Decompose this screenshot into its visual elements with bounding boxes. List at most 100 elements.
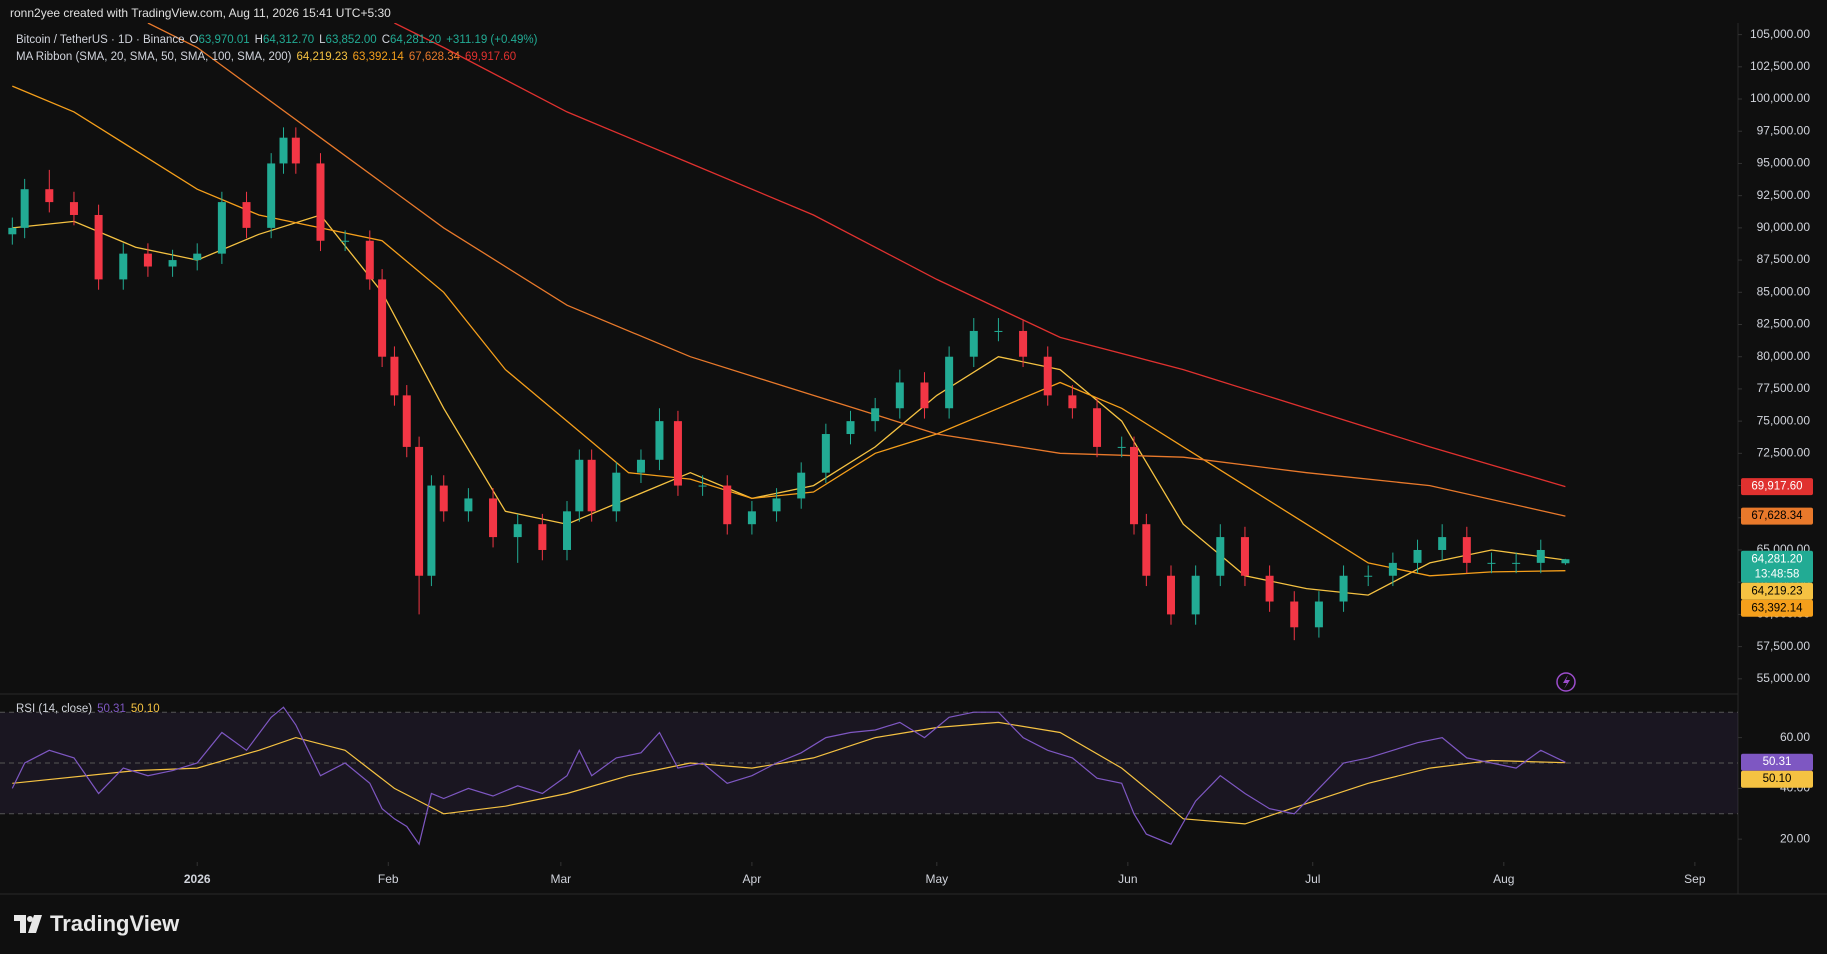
candle-body [846, 421, 855, 435]
candle-body [895, 382, 904, 409]
x-tick-label: Apr [743, 872, 762, 886]
alert-icon[interactable] [1556, 672, 1576, 692]
candle-body [8, 227, 17, 235]
candle-body [969, 330, 978, 357]
candle-body [1191, 575, 1200, 615]
price-badge [1741, 507, 1813, 525]
candle-body [575, 459, 584, 512]
x-tick-label: Jul [1305, 872, 1320, 886]
y-tick-label: 60.00 [1780, 730, 1810, 744]
ma-value: 67,628.34 [408, 51, 460, 63]
rsi-title[interactable]: RSI (14, close) [16, 703, 93, 715]
price-legend: Bitcoin / TetherUS · 1D · Binance O63,97… [16, 34, 537, 46]
candle-body [1043, 356, 1052, 396]
candle-body [1166, 575, 1175, 615]
candle-body [94, 214, 103, 280]
candle-body [402, 395, 411, 447]
x-tick-label: Mar [551, 872, 572, 886]
ohlc-item: O63,970.01 [190, 34, 250, 46]
rsi-value: 50.10 [130, 703, 160, 715]
candle-body [655, 421, 664, 460]
x-tick-label: Jun [1118, 872, 1137, 886]
x-tick-label: Sep [1684, 872, 1706, 886]
price-badge-label: 63,392.14 [1751, 602, 1803, 614]
ohlc-value: 63,852.00 [325, 34, 377, 46]
ohlc-letter: O [189, 34, 199, 46]
price-badge-label: 13:48:58 [1755, 568, 1800, 580]
candle-body [1216, 537, 1225, 576]
candle-body [1290, 601, 1299, 628]
y-tick-label: 85,000.00 [1757, 284, 1811, 298]
candle-body [1117, 446, 1126, 448]
candle-body [45, 189, 54, 203]
rsi-line [12, 721, 1566, 825]
candle-body [427, 485, 436, 576]
ohlc-value: 63,970.01 [198, 34, 250, 46]
y-tick-label: 95,000.00 [1757, 156, 1811, 170]
y-tick-label: 100,000.00 [1750, 91, 1810, 105]
price-pane [8, 23, 1570, 641]
candle-body [1364, 575, 1373, 577]
candle-body [920, 382, 929, 409]
candle-body [1130, 446, 1139, 525]
ma-line [147, 23, 1566, 517]
candle-body [1093, 408, 1102, 447]
y-tick-label: 57,500.00 [1757, 639, 1811, 653]
candle-body [341, 240, 350, 242]
candle-body [673, 421, 682, 486]
y-tick-label: 80,000.00 [1757, 349, 1811, 363]
rsi-line [11, 706, 1566, 846]
y-tick-label: 105,000.00 [1750, 27, 1810, 41]
symbol[interactable]: Bitcoin / TetherUS · 1D · Binance [16, 34, 185, 46]
candle-body [1142, 524, 1151, 576]
candle-body [489, 498, 498, 538]
candle-body [1561, 559, 1570, 564]
x-tick-label: Aug [1493, 872, 1514, 886]
y-tick-label: 55,000.00 [1757, 671, 1811, 685]
candle-body [994, 330, 1003, 332]
candle-body [698, 485, 707, 487]
candle-body [168, 260, 177, 267]
y-tick-label: 75,000.00 [1757, 413, 1811, 427]
candle-body [1068, 395, 1077, 409]
candle-body [1388, 562, 1397, 576]
alert-bolt [1563, 675, 1570, 689]
candle-body [821, 434, 830, 473]
candle-body [217, 202, 226, 254]
ohlc-value: 64,281.20 [390, 34, 442, 46]
price-badge [1741, 582, 1813, 600]
price-badge [1741, 478, 1813, 496]
ohlc-value: 64,312.70 [262, 34, 315, 46]
candle-body [1265, 575, 1274, 602]
candle-body [747, 511, 756, 525]
y-tick-label: 102,500.00 [1750, 59, 1810, 73]
candle-body [69, 202, 78, 215]
price-badge [1741, 753, 1813, 771]
candle-body [464, 498, 473, 512]
y-tick-label: 72,500.00 [1757, 446, 1811, 460]
rsi-value: 50.31 [97, 703, 126, 715]
candle-body [291, 137, 300, 164]
rsi-legend: RSI (14, close) 50.31 50.10 [16, 703, 160, 715]
ohlc-item: C64,281.20 [382, 34, 441, 46]
header: ronn2yee created with TradingView.com, A… [10, 6, 391, 20]
y-tick-label: 20.00 [1780, 831, 1810, 845]
x-tick-label: May [925, 872, 948, 886]
ma-title[interactable]: MA Ribbon (SMA, 20, SMA, 50, SMA, 100, S… [16, 51, 292, 63]
candle-body [267, 163, 276, 228]
y-tick-label: 77,500.00 [1757, 381, 1811, 395]
change: +311.19 (+0.49%) [446, 34, 538, 46]
candle-body [119, 253, 128, 280]
candle-body [1462, 537, 1471, 563]
y-tick-label: 90,000.00 [1757, 220, 1811, 234]
price-badge [1741, 599, 1813, 617]
x-tick-label: 2026 [184, 872, 211, 886]
x-tick-label: Feb [378, 872, 399, 886]
candle-body [279, 137, 288, 164]
ohlc-item: L63,852.00 [319, 34, 377, 46]
candle-body [1314, 601, 1323, 628]
candle-body [193, 253, 202, 261]
candle-body [587, 459, 596, 512]
